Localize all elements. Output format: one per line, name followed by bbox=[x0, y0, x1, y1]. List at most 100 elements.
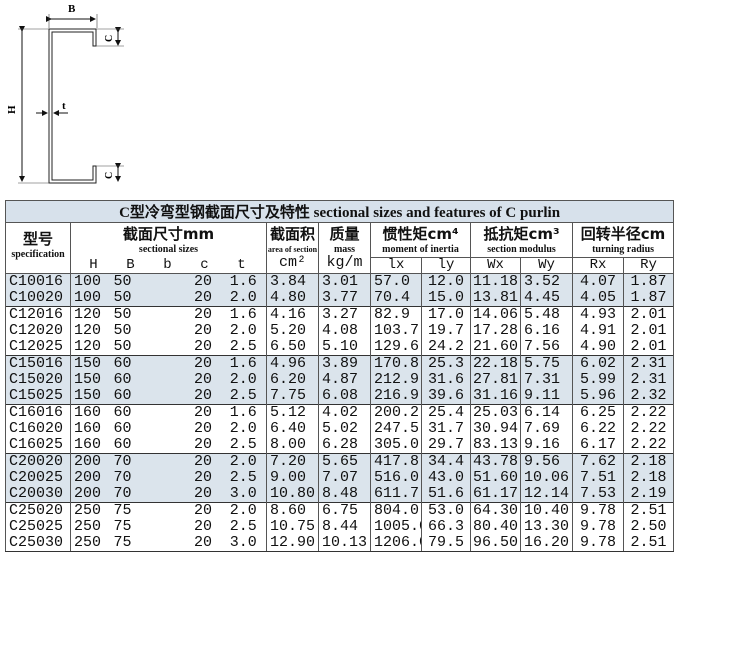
cell-ix: 212.9 bbox=[370, 372, 422, 388]
cell-mass: 7.07 bbox=[318, 470, 371, 486]
cell-wx: 64.30 bbox=[470, 502, 521, 519]
cell-t: 1.6 bbox=[220, 273, 267, 290]
cell-b-small bbox=[150, 290, 186, 307]
cell-wy: 7.69 bbox=[520, 421, 573, 437]
header-mass-unit: kg/m bbox=[326, 254, 363, 271]
cell-c: 20 bbox=[185, 306, 221, 323]
header-mass-en: mass bbox=[333, 244, 356, 255]
cell-mass: 4.08 bbox=[318, 323, 371, 339]
c-profile-outline bbox=[48, 28, 97, 184]
cell-wy: 12.14 bbox=[520, 486, 573, 503]
cell-wy: 3.52 bbox=[520, 273, 573, 290]
cell-rx: 5.96 bbox=[572, 388, 624, 405]
cell-t: 2.0 bbox=[220, 290, 267, 307]
cell-area: 6.40 bbox=[266, 421, 319, 437]
cell-t: 2.5 bbox=[220, 388, 267, 405]
header-inertia: 惯性矩cm⁴ moment of inertia bbox=[370, 222, 471, 258]
cell-wx: 17.28 bbox=[470, 323, 521, 339]
cell-spec: C15016 bbox=[5, 355, 71, 372]
table-title: C型冷弯型钢截面尺寸及特性 sectional sizes and featur… bbox=[4, 200, 675, 223]
cell-rx: 6.17 bbox=[572, 437, 624, 454]
cell-iy: 51.6 bbox=[421, 486, 471, 503]
cell-mass: 4.02 bbox=[318, 404, 371, 421]
cell-h: 200 bbox=[70, 470, 111, 486]
dim-label-c-top: C bbox=[104, 35, 115, 42]
cell-ix: 82.9 bbox=[370, 306, 422, 323]
cell-spec: C20030 bbox=[5, 486, 71, 503]
header-inertia-en: moment of inertia bbox=[382, 244, 459, 255]
cell-h: 120 bbox=[70, 306, 111, 323]
cell-ry: 2.32 bbox=[623, 388, 675, 405]
cell-wx: 83.13 bbox=[470, 437, 521, 454]
cell-c: 20 bbox=[185, 453, 221, 470]
cell-mass: 6.28 bbox=[318, 437, 371, 454]
cell-wy: 9.56 bbox=[520, 453, 573, 470]
cell-rx: 4.07 bbox=[572, 273, 624, 290]
cell-mass: 5.10 bbox=[318, 339, 371, 356]
header-area-cn: 截面积 bbox=[269, 225, 315, 243]
cell-c: 20 bbox=[185, 535, 221, 552]
cell-spec: C25020 bbox=[5, 502, 71, 519]
table-row-c15020: C15020 150 60 20 2.0 6.20 4.87 212.9 31.6 27.81 7.… bbox=[5, 372, 675, 388]
cell-ix: 216.9 bbox=[370, 388, 422, 405]
cell-spec: C16025 bbox=[5, 437, 71, 454]
cell-c: 20 bbox=[185, 388, 221, 405]
cell-ix: 1206.0 bbox=[370, 535, 422, 552]
cell-b: 70 bbox=[110, 470, 151, 486]
cell-spec: C20020 bbox=[5, 453, 71, 470]
cell-rx: 4.93 bbox=[572, 306, 624, 323]
cell-wy: 5.75 bbox=[520, 355, 573, 372]
cell-spec: C16020 bbox=[5, 421, 71, 437]
dim-label-t: t bbox=[62, 100, 66, 112]
cell-rx: 7.62 bbox=[572, 453, 624, 470]
header-modulus-en: section modulus bbox=[487, 244, 556, 255]
cell-area: 4.80 bbox=[266, 290, 319, 307]
cell-c: 20 bbox=[193, 339, 212, 355]
cell-b-small bbox=[150, 404, 186, 421]
header-sizes: 截面尺寸mm sectional sizes H B b c t bbox=[70, 222, 267, 274]
cell-h: 250 bbox=[70, 502, 111, 519]
cell-ix: 57.0 bbox=[370, 273, 422, 290]
cell-mass: 3.27 bbox=[318, 306, 371, 323]
table-row-c12016: C12016 120 50 20 1.6 4.16 3.27 82.9 17.0 14.06 5.4… bbox=[5, 306, 675, 323]
cell-b-small bbox=[150, 372, 186, 388]
cell-ry: 2.18 bbox=[623, 453, 675, 470]
cell-ix: 305.0 bbox=[370, 437, 422, 454]
cell-b: 50 bbox=[110, 273, 151, 290]
cell-b-small bbox=[151, 421, 186, 437]
cell-t: 2.0 bbox=[220, 502, 267, 519]
cell-b-small bbox=[151, 323, 186, 339]
cell-ry: 2.19 bbox=[623, 486, 675, 503]
cell-area: 7.75 bbox=[266, 388, 319, 405]
cell-rx: 7.51 bbox=[572, 470, 624, 486]
cell-h: 200 bbox=[70, 486, 111, 503]
cell-wx: 25.03 bbox=[470, 404, 521, 421]
cell-b: 75 bbox=[110, 535, 151, 552]
cell-rx: 6.22 bbox=[572, 421, 624, 437]
cell-b: 75 bbox=[113, 519, 132, 535]
cell-wy: 7.31 bbox=[520, 372, 573, 388]
cell-ix: 70.4 bbox=[370, 290, 422, 307]
cell-iy: 34.4 bbox=[421, 453, 471, 470]
cell-spec: C15025 bbox=[5, 388, 71, 405]
cell-ry: 2.31 bbox=[623, 355, 675, 372]
header-mass: 质量 mass kg/m bbox=[318, 222, 371, 274]
cell-spec: C15020 bbox=[5, 372, 71, 388]
cell-iy: 31.6 bbox=[421, 372, 471, 388]
cell-c: 20 bbox=[185, 486, 221, 503]
cell-mass: 6.08 bbox=[318, 388, 371, 405]
cell-b: 50 bbox=[113, 323, 132, 339]
cell-area: 7.20 bbox=[266, 453, 319, 470]
cell-b: 70 bbox=[110, 453, 151, 470]
cell-b-small bbox=[150, 502, 186, 519]
table-row-c20020: C20020 200 70 20 2.0 7.20 5.65 417.8 34.4 43.78 9.… bbox=[5, 453, 675, 470]
cell-wx: 43.78 bbox=[470, 453, 521, 470]
cell-mass: 4.87 bbox=[318, 372, 371, 388]
header-area-en: area of section bbox=[267, 245, 318, 254]
cell-iy: 39.6 bbox=[421, 388, 471, 405]
cell-h: 160 bbox=[70, 404, 111, 421]
cell-rx: 5.99 bbox=[572, 372, 624, 388]
cell-ry: 2.01 bbox=[623, 306, 675, 323]
cell-h: 250 bbox=[70, 535, 111, 552]
